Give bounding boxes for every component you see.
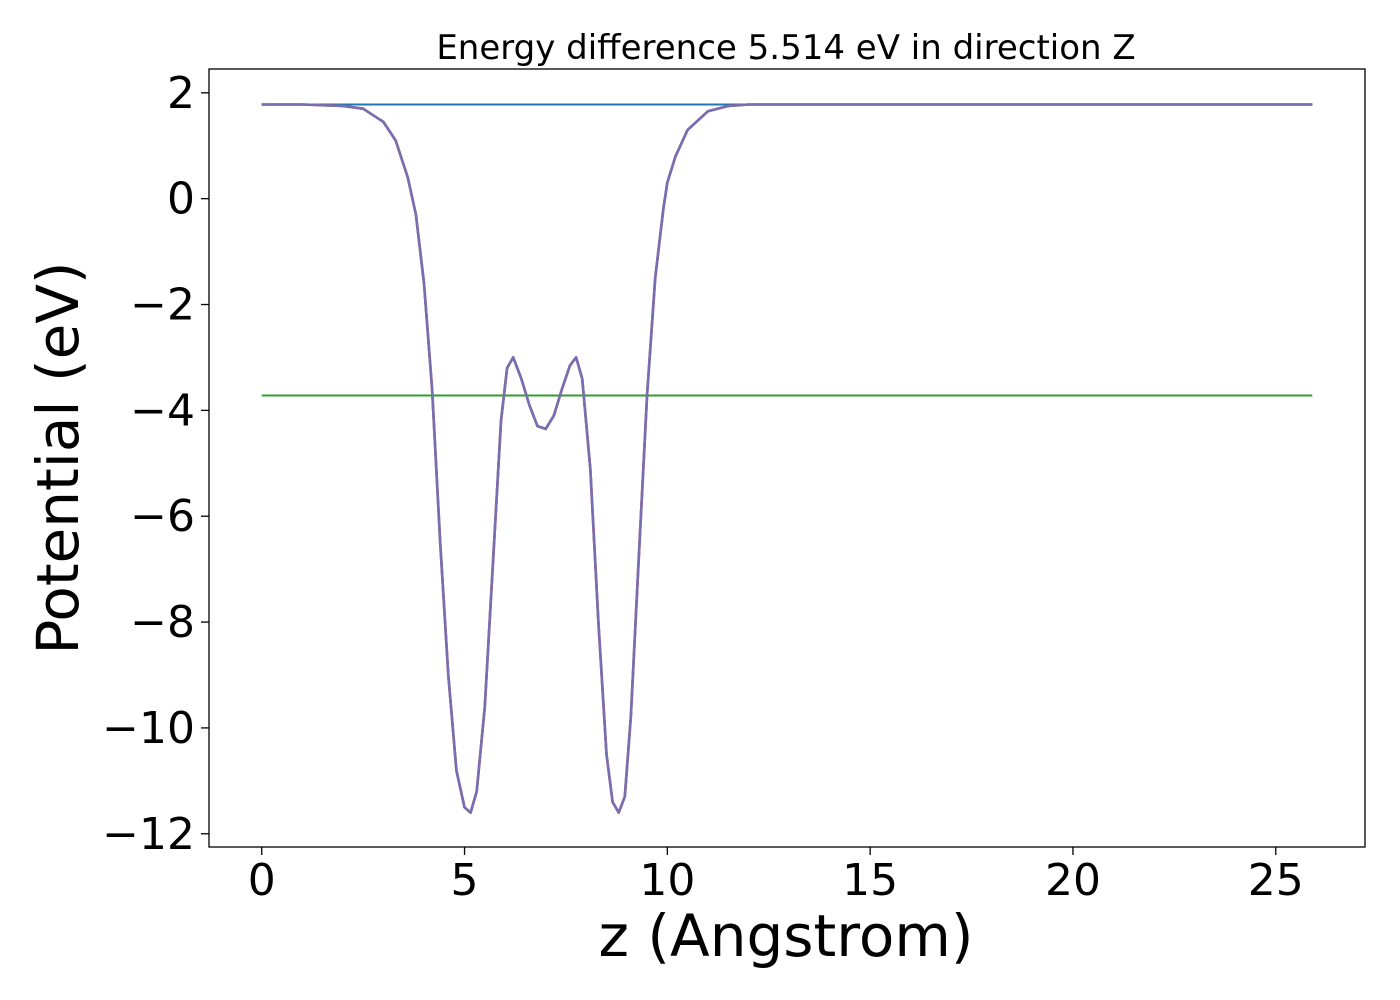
y-axis-label: Potential (eV) (24, 261, 92, 654)
x-tick-label: 25 (1248, 855, 1304, 906)
y-tick-label: 0 (167, 174, 195, 225)
chart-title: Energy difference 5.514 eV in direction … (436, 28, 1135, 68)
y-tick-label: −2 (130, 280, 195, 331)
x-tick-label: 5 (451, 855, 479, 906)
y-tick-label: −4 (130, 385, 195, 436)
x-tick-label: 10 (639, 855, 695, 906)
x-axis-label: z (Angstrom) (599, 902, 974, 970)
series-line-3 (261, 103, 1313, 814)
x-axis-ticks: 0 5 10 15 20 25 (248, 847, 1304, 906)
y-tick-label: −6 (130, 491, 195, 542)
y-tick-label: −8 (130, 597, 195, 648)
x-tick-label: 20 (1045, 855, 1101, 906)
y-tick-label: −12 (102, 809, 195, 860)
y-tick-label: −10 (102, 703, 195, 754)
x-tick-label: 15 (842, 855, 898, 906)
y-tick-label: 2 (167, 68, 195, 119)
series-layer (261, 103, 1313, 814)
x-tick-label: 0 (248, 855, 276, 906)
plot-frame (208, 68, 1366, 848)
y-axis-ticks: 2 0 −2 −4 −6 −8 −10 −12 (102, 68, 209, 860)
